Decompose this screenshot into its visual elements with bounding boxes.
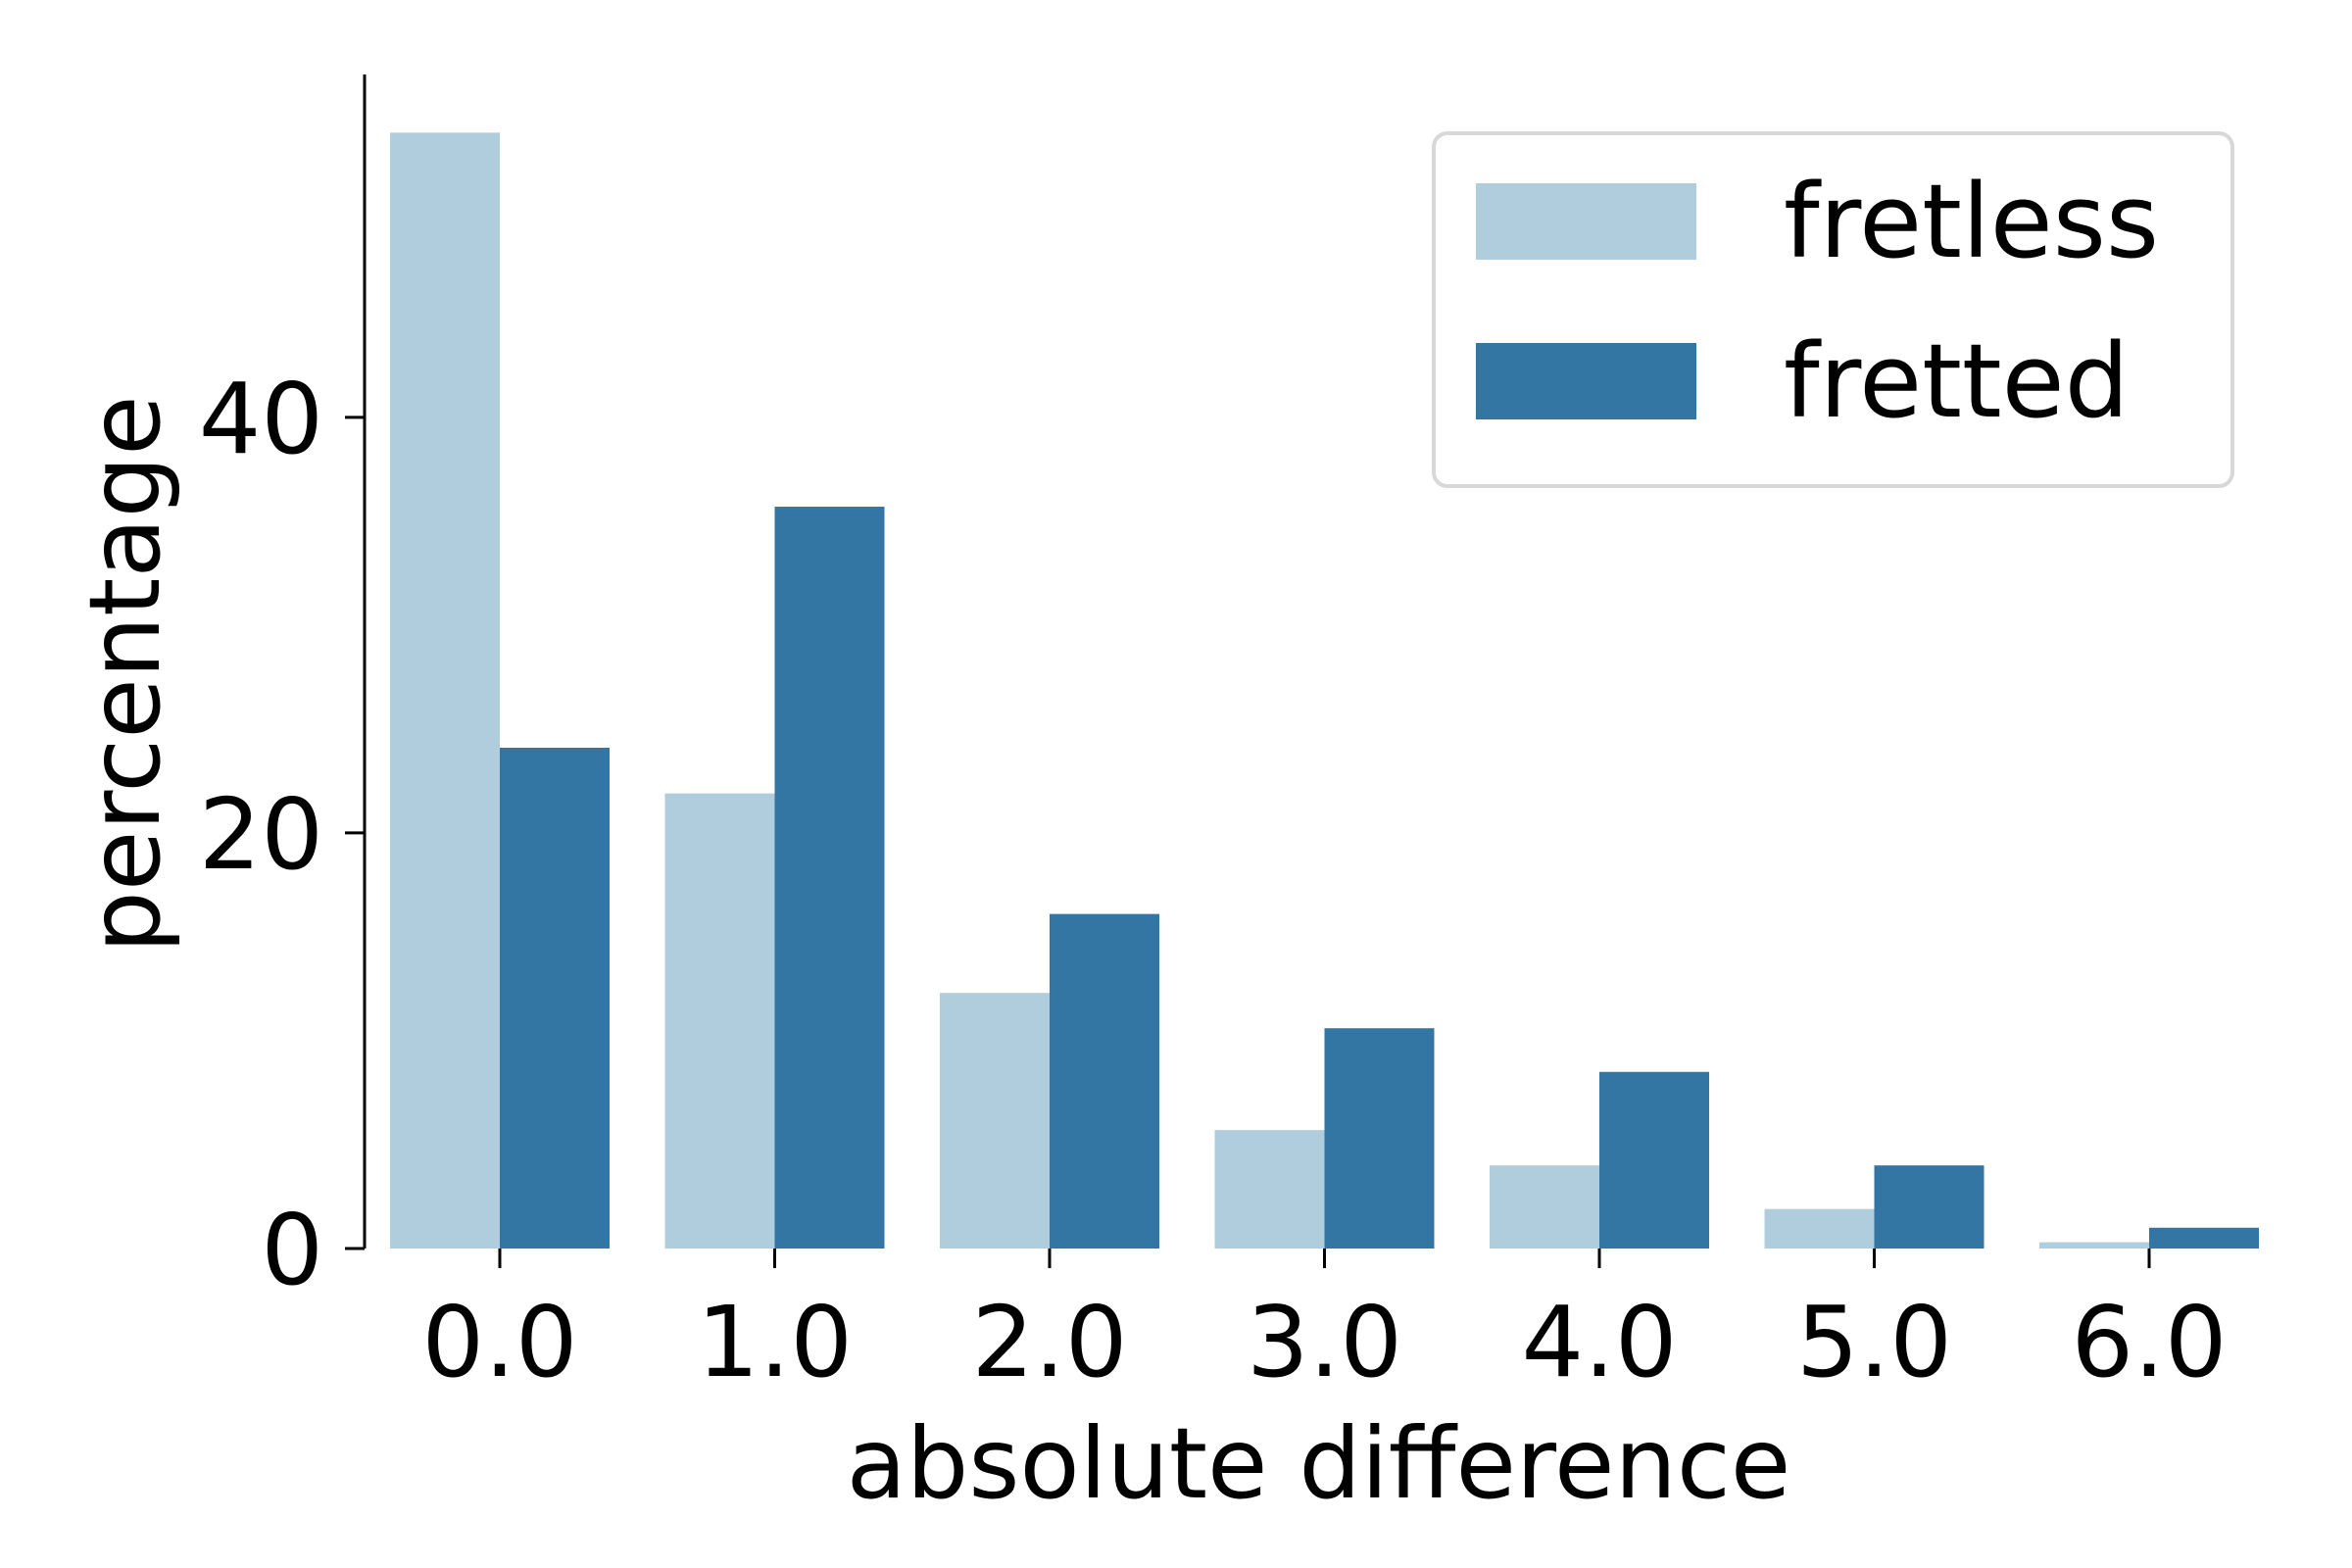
y-tick-label: 40 [199, 362, 323, 476]
y-tick-label: 20 [199, 777, 323, 892]
legend: fretless fretted [1432, 131, 2234, 488]
bar-fretless-4.0 [1490, 1165, 1599, 1249]
bar-fretless-6.0 [2039, 1242, 2149, 1249]
x-tick-label: 0.0 [421, 1285, 577, 1399]
bar-fretted-1.0 [774, 507, 885, 1249]
x-tick-label: 4.0 [1521, 1285, 1677, 1399]
bar-fretted-6.0 [2149, 1227, 2259, 1249]
x-tick-label: 6.0 [2071, 1285, 2227, 1399]
bar-fretted-4.0 [1599, 1071, 1709, 1249]
y-tick-label: 0 [261, 1193, 323, 1307]
bar-fretless-0.0 [390, 132, 500, 1250]
bar-fretless-5.0 [1764, 1208, 1875, 1249]
x-tick-label: 5.0 [1796, 1285, 1952, 1399]
x-tick-label: 2.0 [971, 1285, 1127, 1399]
bar-fretless-3.0 [1214, 1130, 1325, 1249]
y-axis-label: percentage [68, 395, 182, 953]
bar-fretted-5.0 [1874, 1165, 1984, 1249]
legend-label-fretted: fretted [1784, 321, 2130, 441]
y-ticks: 0 20 40 [199, 362, 365, 1307]
legend-swatch-fretless [1476, 183, 1696, 260]
bar-fretted-2.0 [1050, 913, 1159, 1249]
bar-fretless-2.0 [940, 993, 1050, 1249]
bar-fretted-3.0 [1324, 1028, 1435, 1249]
x-tick-label: 3.0 [1247, 1285, 1402, 1399]
legend-label-fretless: fretless [1784, 162, 2159, 281]
x-ticks: 0.0 1.0 2.0 3.0 4.0 5.0 6.0 [421, 1249, 2228, 1399]
legend-swatch-fretted [1476, 343, 1696, 419]
bar-fretless-1.0 [664, 793, 775, 1249]
bar-fretted-0.0 [500, 747, 610, 1249]
x-axis-label: absolute difference [847, 1406, 1791, 1521]
x-tick-label: 1.0 [697, 1285, 853, 1399]
bars [390, 132, 2259, 1250]
